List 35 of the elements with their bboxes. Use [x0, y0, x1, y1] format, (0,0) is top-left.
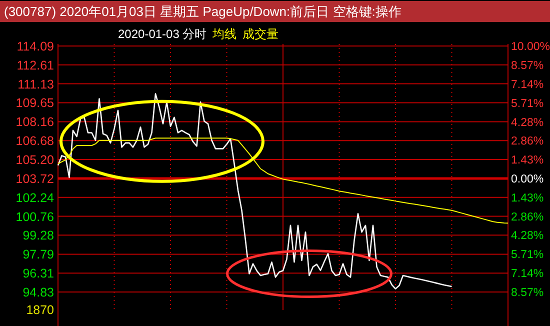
y-tick-label: 97.79: [22, 248, 54, 262]
y-tick-label: 114.09: [16, 40, 54, 54]
y-tick-label: 109.65: [16, 96, 54, 110]
y-tick-label: 105.20: [16, 153, 54, 168]
y2-tick-label: 7.14%: [511, 268, 544, 280]
y2-tick-label: 1.43%: [511, 154, 544, 167]
y-tick-label: 100.76: [16, 210, 54, 224]
chart-title: (300787) 2020年01月03日 星期五 PageUp/Down:前后日 空格键:操作: [4, 4, 402, 19]
y-tick-label: 102.24: [16, 190, 54, 205]
y-tick-label: 99.28: [22, 228, 54, 243]
y2-tick-label: 5.71%: [511, 249, 544, 262]
line-series: [58, 138, 508, 224]
y2-tick-label: 4.28%: [511, 230, 544, 242]
y-tick-label: 112.61: [16, 58, 54, 72]
y2-tick-label: 4.28%: [511, 116, 544, 129]
y-tick-label: 103.72: [16, 172, 54, 186]
text: 成交量: [242, 27, 279, 41]
text: 均线: [212, 27, 237, 41]
y-tick-label: 111.13: [18, 77, 54, 92]
y2-tick-label: 2.86%: [511, 211, 544, 224]
y2-tick-label: 2.86%: [511, 136, 544, 148]
y2-tick-label: 5.71%: [511, 98, 544, 110]
y2-tick-label: 1.43%: [511, 192, 544, 204]
y2-tick-label: 0.00%: [511, 173, 544, 186]
y-tick-label: 106.68: [16, 134, 54, 148]
y-tick-label: 108.16: [16, 115, 54, 130]
text: 1870: [26, 303, 54, 317]
line-series: [57, 93, 452, 290]
y2-tick-label: 10.00%: [511, 41, 550, 53]
y2-tick-label: 8.57%: [511, 60, 544, 72]
y-tick-label: 96.31: [22, 266, 54, 281]
y2-tick-label: 8.57%: [511, 287, 544, 299]
y-tick-label: 94.83: [22, 286, 54, 300]
chart-subtitle: 2020-01-03 分时: [118, 27, 207, 41]
y2-tick-label: 7.14%: [511, 78, 544, 91]
